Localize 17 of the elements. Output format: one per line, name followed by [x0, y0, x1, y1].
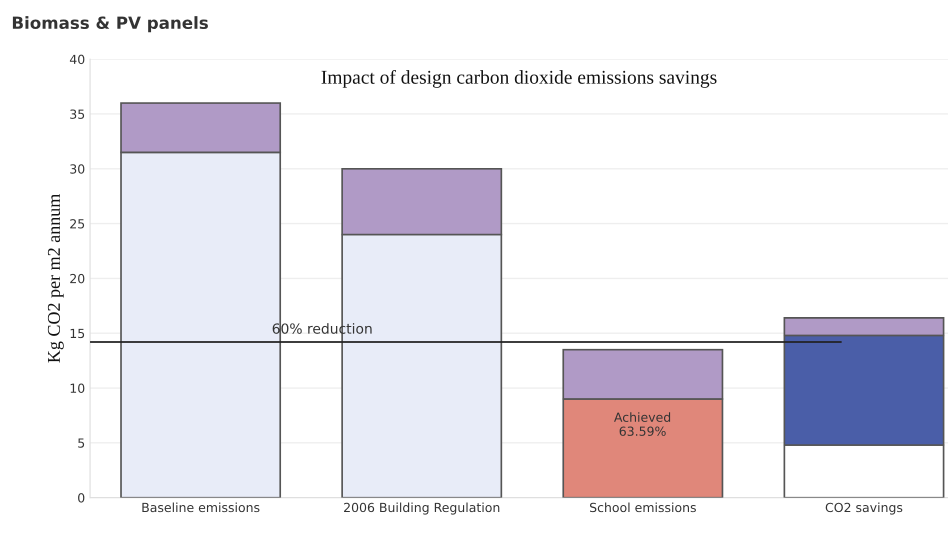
x-tick-label: 2006 Building Regulation: [344, 502, 500, 515]
chart-title: Biomass & PV panels: [12, 16, 208, 32]
y-tick-label: 0: [78, 493, 84, 503]
x-tick-label: Baseline emissions: [142, 502, 260, 512]
x-tick-label: School emissions: [590, 502, 696, 512]
y-tick-label: 40: [70, 54, 84, 64]
y-tick-label: 5: [78, 438, 84, 448]
y-tick-label: 35: [70, 109, 84, 119]
y-tick-label: 10: [70, 384, 84, 393]
annotation: Achieved 63.59%: [614, 412, 670, 436]
x-tick-label: CO2 savings: [826, 502, 902, 515]
y-tick-label: 30: [70, 164, 84, 174]
y-tick-label: 20: [70, 274, 84, 284]
text: Impact of design carbon dioxide emissions savings: [322, 70, 717, 88]
y-tick-label: 15: [70, 328, 84, 338]
y-tick-label: 25: [70, 219, 84, 229]
y-axis-title: Kg CO2 per m2 annum: [48, 194, 64, 363]
